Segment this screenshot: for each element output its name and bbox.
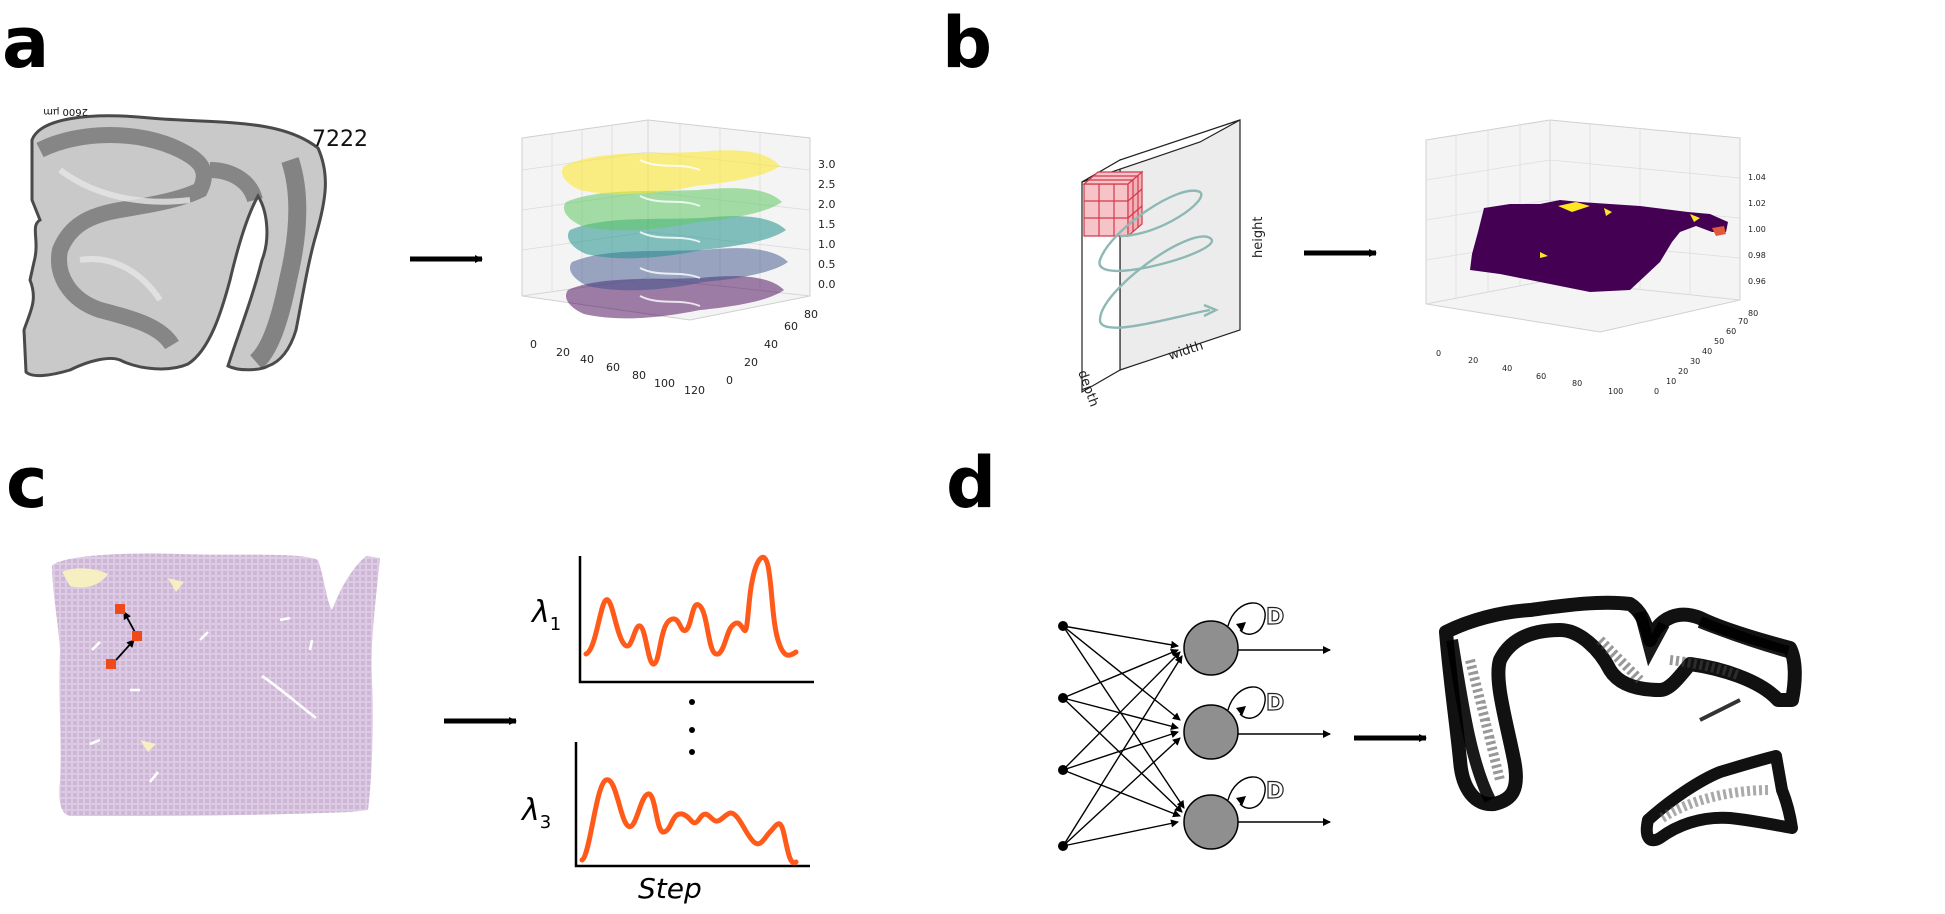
section-number: 7222 <box>312 127 368 152</box>
delay-label: D <box>1266 691 1284 716</box>
b-z-tick: 0.98 <box>1748 251 1766 260</box>
layer-1 <box>569 248 788 291</box>
a-y-tick: 80 <box>804 308 818 321</box>
input-node <box>1058 841 1068 851</box>
b-y-tick: 80 <box>1748 309 1758 318</box>
sliding-path <box>1098 189 1214 329</box>
eigenvalue-plots: λ1 λ3 Step <box>520 554 814 905</box>
a-y-tick: 20 <box>744 356 758 369</box>
b-x-tick: 100 <box>1608 387 1623 396</box>
ellipsis-dot <box>689 699 695 705</box>
lambda3-label: λ3 <box>520 793 551 833</box>
hidden-node-1 <box>1183 620 1239 676</box>
lambda1-curve <box>583 554 799 667</box>
b-y-tick: 50 <box>1714 337 1724 346</box>
a-x-tick: 0 <box>530 338 537 351</box>
ellipsis-dot <box>689 749 695 755</box>
scale-bar-label: 2600 µm <box>43 106 88 117</box>
layer-3 <box>563 188 782 231</box>
hidden-node-3 <box>1183 794 1239 850</box>
b-x-tick: 0 <box>1436 349 1441 358</box>
b-x-tick: 40 <box>1502 364 1512 373</box>
kernel-cube <box>1082 170 1144 238</box>
a-z-tick: 2.0 <box>818 198 836 211</box>
panel-d: D D D <box>1058 595 1802 851</box>
hidden-node-2 <box>1183 704 1239 760</box>
panel-a: 7222 2600 µm <box>22 106 836 397</box>
b-x-tick: 80 <box>1572 379 1582 388</box>
walk-point-2 <box>132 631 142 641</box>
surface-3d-plot: 1.04 1.02 1.00 0.98 0.96 0 20 40 60 80 1… <box>1425 119 1766 396</box>
lambda1-label: λ1 <box>530 595 561 635</box>
b-y-tick: 70 <box>1738 317 1748 326</box>
b-y-tick: 40 <box>1702 347 1712 356</box>
walk-point-3 <box>115 604 125 614</box>
a-z-tick: 3.0 <box>818 158 836 171</box>
segmentation-output-image <box>1439 595 1802 847</box>
b-z-tick: 1.04 <box>1748 173 1766 182</box>
delay-label: D <box>1266 779 1284 804</box>
step-axis-label: Step <box>638 872 702 905</box>
a-x-tick: 20 <box>556 346 570 359</box>
a-z-tick: 1.0 <box>818 238 836 251</box>
a-x-tick: 100 <box>654 377 675 390</box>
a-y-tick: 60 <box>784 320 798 333</box>
b-z-tick: 1.02 <box>1748 199 1766 208</box>
b-x-tick: 20 <box>1468 356 1478 365</box>
b-y-tick: 10 <box>1666 377 1676 386</box>
stacked-layers-3d-plot: 3.0 2.5 2.0 1.5 1.0 0.5 0.0 0 20 40 60 8… <box>521 119 836 397</box>
ellipsis-dot <box>689 727 695 733</box>
panel-letter-b: b <box>942 2 993 84</box>
b-y-tick: 60 <box>1726 327 1736 336</box>
a-z-tick: 2.5 <box>818 178 836 191</box>
b-x-tick: 60 <box>1536 372 1546 381</box>
a-x-tick: 80 <box>632 369 646 382</box>
convolution-volume-diagram: height width depth <box>1074 119 1266 409</box>
b-y-tick: 0 <box>1654 387 1659 396</box>
panel-c: λ1 λ3 Step <box>52 553 814 905</box>
a-x-tick: 60 <box>606 361 620 374</box>
brain-section-image: 7222 2600 µm <box>22 106 368 378</box>
height-label: height <box>1251 217 1266 258</box>
panel-letter-a: a <box>2 2 50 84</box>
input-node <box>1058 621 1068 631</box>
input-node <box>1058 693 1068 703</box>
delay-label: D <box>1266 605 1284 630</box>
walk-point-1 <box>106 659 116 669</box>
b-y-tick: 30 <box>1690 357 1700 366</box>
layer-4 <box>561 150 780 195</box>
b-y-tick: 20 <box>1678 367 1688 376</box>
tissue-spot-map <box>52 553 380 816</box>
lambda3-curve <box>579 777 799 866</box>
panel-letter-d: d <box>946 442 997 524</box>
recurrent-network-diagram: D D D <box>1058 602 1331 851</box>
surface-sheet <box>1470 200 1728 292</box>
a-z-tick: 0.0 <box>818 278 836 291</box>
b-z-tick: 0.96 <box>1748 277 1766 286</box>
a-z-tick: 0.5 <box>818 258 836 271</box>
a-y-tick: 40 <box>764 338 778 351</box>
a-x-tick: 120 <box>684 384 705 397</box>
a-y-tick: 0 <box>726 374 733 387</box>
panel-letter-c: c <box>6 442 48 524</box>
a-x-tick: 40 <box>580 353 594 366</box>
panel-b: height width depth <box>1074 119 1766 409</box>
a-z-tick: 1.5 <box>818 218 836 231</box>
input-node <box>1058 765 1068 775</box>
b-z-tick: 1.00 <box>1748 225 1766 234</box>
